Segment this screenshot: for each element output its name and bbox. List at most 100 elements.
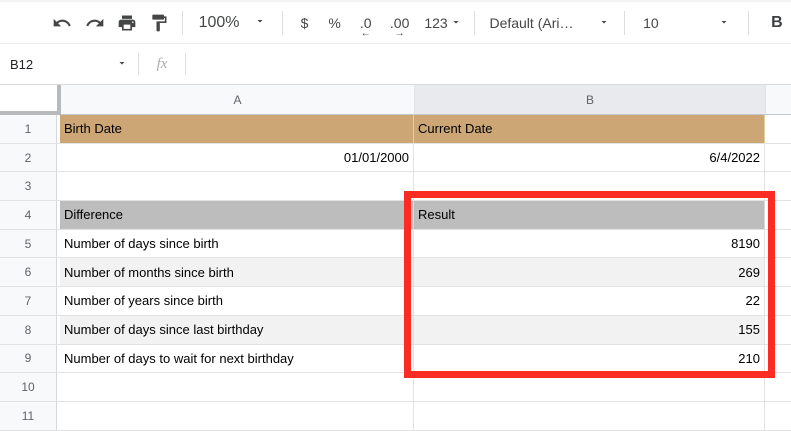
print-button[interactable] [114,9,140,37]
row-header-gap [57,115,60,143]
row-number[interactable]: 3 [0,172,57,201]
cell-b[interactable]: 6/4/2022 [414,143,765,172]
zoom-dropdown[interactable]: 100% [189,9,277,37]
paint-format-button[interactable] [146,9,172,37]
cell-c[interactable] [765,144,791,172]
cell-c[interactable] [765,115,791,143]
cell-b[interactable] [414,373,765,401]
formula-input[interactable] [186,44,791,84]
cell-b[interactable]: 210 [414,344,765,373]
chevron-down-icon [598,15,610,31]
cell-a[interactable]: Number of days since birth [60,229,414,258]
column-header-c[interactable] [766,85,791,115]
row-header-gap [57,201,60,229]
row-header-gap [57,258,60,287]
increase-decimal-button[interactable]: .00 → [382,9,418,39]
cell-reference: B12 [10,56,34,72]
sheet-row: 11 [0,401,791,431]
row-header-gap [57,373,60,401]
formula-bar-divider [185,53,186,75]
fx-icon: fx [156,55,168,72]
arrow-left-icon: ← [360,27,371,39]
cell-c[interactable] [765,258,791,286]
name-box[interactable]: B12 [0,44,138,84]
sheet-row: 10 [0,373,791,402]
more-formats-label: 123 [424,14,448,31]
cell-a[interactable]: Number of years since birth [60,287,414,315]
row-header-gap [57,287,60,315]
decrease-decimal-label: .0 [359,14,372,31]
formula-bar-divider [138,53,139,75]
cell-b[interactable]: Result [414,201,765,229]
cell-c[interactable] [765,230,791,258]
row-number[interactable]: 7 [0,287,57,315]
sheet-row: 9 Number of days to wait for next birthd… [0,344,791,374]
row-number[interactable]: 8 [0,315,57,344]
font-family-dropdown[interactable]: Default (Ari… [481,9,618,37]
row-number[interactable]: 9 [0,344,57,373]
cell-b[interactable]: Current Date [414,115,765,143]
cell-a[interactable]: Number of days to wait for next birthday [60,344,414,373]
redo-button[interactable] [81,9,107,37]
cell-c[interactable] [765,172,791,200]
sheet-row: 5 Number of days since birth 8190 [0,229,791,259]
cell-a[interactable]: Number of months since birth [60,258,414,287]
select-all-corner[interactable] [0,85,61,115]
spreadsheet-grid: A B 1 Birth Date Current Date 2 01/01/20… [0,85,791,431]
cell-c[interactable] [765,402,791,430]
row-number[interactable]: 1 [0,115,57,143]
row-number[interactable]: 2 [0,143,57,172]
row-number[interactable]: 5 [0,229,57,258]
cell-a[interactable] [60,401,414,430]
toolbar-divider [624,10,626,35]
cell-c[interactable] [765,373,791,401]
toolbar-divider [282,10,284,35]
cell-b[interactable]: 269 [414,258,765,287]
cell-a[interactable]: Number of days since last birthday [60,315,414,344]
currency-format-button[interactable]: $ [289,9,319,37]
sheet-row: 1 Birth Date Current Date [0,115,791,144]
toolbar-divider [474,10,476,35]
cell-b[interactable] [414,172,765,201]
cell-a[interactable]: 01/01/2000 [60,143,414,172]
row-number[interactable]: 4 [0,201,57,229]
chevron-down-icon [116,57,128,72]
cell-a[interactable] [60,373,414,401]
toolbar-divider [181,10,183,35]
cell-a[interactable]: Difference [60,201,414,229]
font-name-label: Default (Ari… [489,14,574,31]
bold-button[interactable]: B [763,9,791,37]
font-size-dropdown[interactable]: 10 [631,9,742,37]
decrease-decimal-button[interactable]: .0 ← [350,9,382,39]
cell-a[interactable] [60,172,414,201]
sheet-row: 2 01/01/2000 6/4/2022 [0,143,791,173]
cell-b[interactable]: 22 [414,287,765,315]
rows-container: 1 Birth Date Current Date 2 01/01/2000 6… [0,115,791,431]
column-letter: B [585,92,594,107]
cell-b[interactable]: 155 [414,315,765,344]
cell-c[interactable] [765,316,791,344]
more-formats-dropdown[interactable]: 123 [418,9,469,37]
font-size-label: 10 [643,14,659,31]
row-number[interactable]: 11 [0,401,57,430]
percent-label: % [328,14,341,31]
column-letter: A [233,92,242,107]
cell-a[interactable]: Birth Date [60,115,414,143]
sheet-row: 7 Number of years since birth 22 [0,287,791,316]
column-header-b[interactable]: B [415,85,766,115]
cell-b[interactable] [414,401,765,430]
chevron-down-icon [254,14,266,32]
row-number[interactable]: 6 [0,258,57,287]
cell-b[interactable]: 8190 [414,229,765,258]
column-header-a[interactable]: A [61,85,415,115]
row-header-gap [57,401,60,430]
currency-label: $ [300,14,309,31]
cell-c[interactable] [765,287,791,315]
percent-format-button[interactable]: % [320,9,350,37]
cell-c[interactable] [765,201,791,229]
row-number[interactable]: 10 [0,373,57,401]
cell-c[interactable] [765,345,791,373]
redo-icon [85,18,103,26]
undo-button[interactable] [49,9,75,37]
sheet-row: 8 Number of days since last birthday 155 [0,315,791,345]
